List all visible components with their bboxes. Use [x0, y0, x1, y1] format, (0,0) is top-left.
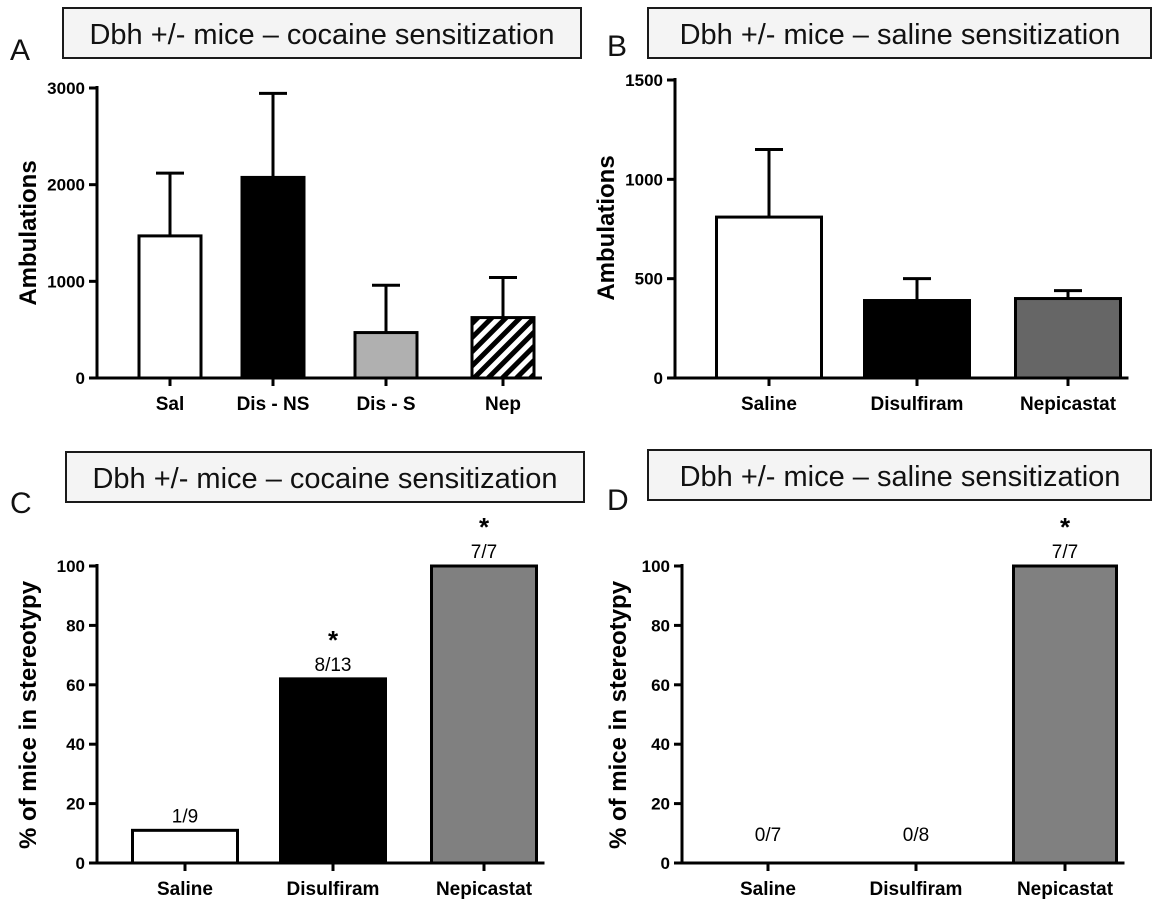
bar-count-label: 1/9 — [172, 806, 198, 827]
panel-c: C Dbh +/- mice – cocaine sensitization %… — [10, 451, 585, 900]
y-tick-label: 20 — [651, 795, 670, 814]
plot-d: 0 20 40 60 80 100 Saline 0/7 Disulfiram 0/8 Nepica… — [642, 512, 1125, 900]
panel-title-box-d — [647, 449, 1152, 501]
y-tick-label: 1500 — [625, 71, 663, 90]
panel-title-d: Dbh +/- mice – saline sensitization — [680, 461, 1121, 493]
y-axis-label-c: % of mice in stereotypy — [15, 580, 42, 849]
y-tick-label: 0 — [661, 854, 670, 873]
significance-marker: * — [479, 512, 490, 542]
x-tick-label: Nep — [485, 394, 521, 415]
panel-title-box-a — [62, 7, 582, 59]
y-tick-label: 40 — [651, 735, 670, 754]
bar-count-label: 8/13 — [315, 655, 352, 676]
panel-title-b: Dbh +/- mice – saline sensitization — [680, 19, 1121, 51]
panel-title-a: Dbh +/- mice – cocaine sensitization — [89, 19, 554, 51]
bar — [353, 331, 419, 380]
x-tick-label: Nepicastat — [436, 879, 533, 900]
x-tick-label: Dis - S — [356, 394, 415, 415]
bar — [279, 677, 387, 865]
bar — [715, 215, 823, 380]
panel-a: A Dbh +/- mice – cocaine sensitization A… — [10, 7, 582, 415]
bar — [240, 175, 306, 380]
bar-count-label: 7/7 — [1052, 542, 1078, 563]
panel-b: B Dbh +/- mice – saline sensitization Am… — [593, 7, 1152, 415]
bar — [1012, 564, 1118, 865]
y-axis-label-b: Ambulations — [593, 155, 620, 300]
y-tick-label: 0 — [654, 369, 663, 388]
x-tick-label: Disulfiram — [871, 394, 964, 415]
y-tick-label: 80 — [651, 616, 670, 635]
y-tick-label: 80 — [66, 616, 85, 635]
panel-title-c: Dbh +/- mice – cocaine sensitization — [92, 463, 557, 495]
x-tick-label: Saline — [157, 879, 213, 900]
panel-letter-c: C — [10, 487, 32, 520]
x-tick-label: Dis - NS — [237, 394, 310, 415]
bar-count-label: 0/7 — [755, 825, 781, 846]
significance-marker: * — [1060, 512, 1071, 542]
y-tick-label: 40 — [66, 735, 85, 754]
bar-count-label: 7/7 — [471, 542, 497, 563]
x-tick-label: Disulfiram — [287, 879, 380, 900]
x-tick-label: Saline — [741, 394, 797, 415]
y-tick-label: 60 — [66, 676, 85, 695]
panel-title-box-c — [65, 451, 585, 503]
x-tick-label: Saline — [740, 879, 796, 900]
panel-letter-b: B — [607, 30, 627, 63]
y-axis-label-d: % of mice in stereotypy — [605, 580, 632, 849]
x-tick-label: Sal — [156, 394, 185, 415]
y-tick-label: 0 — [76, 369, 85, 388]
panel-letter-a: A — [10, 34, 30, 67]
bar — [863, 299, 971, 380]
bar — [430, 564, 538, 865]
y-tick-label: 0 — [76, 854, 85, 873]
y-axis-label-a: Ambulations — [15, 160, 42, 305]
panel-letter-d: D — [607, 484, 629, 517]
bar — [470, 316, 536, 380]
panel-d: D Dbh +/- mice – saline sensitization % … — [605, 449, 1152, 900]
bar-count-label: 0/8 — [903, 825, 929, 846]
y-tick-label: 60 — [651, 676, 670, 695]
y-tick-label: 1000 — [625, 170, 663, 189]
plot-b: 0 500 1000 1500 Saline Disulfiram Nepicastat — [625, 71, 1129, 415]
x-tick-label: Nepicastat — [1017, 879, 1114, 900]
y-tick-label: 100 — [57, 557, 85, 576]
y-tick-label: 2000 — [47, 176, 85, 195]
y-tick-label: 500 — [635, 270, 663, 289]
plot-a: 0 1000 2000 3000 Sal Dis - NS Dis - S Nep — [47, 79, 542, 415]
bar — [131, 828, 239, 865]
significance-marker: * — [328, 625, 339, 655]
panel-title-box-b — [647, 7, 1152, 59]
x-tick-label: Disulfiram — [870, 879, 963, 900]
y-tick-label: 1000 — [47, 272, 85, 291]
y-tick-label: 20 — [66, 795, 85, 814]
bar — [1014, 297, 1122, 380]
bar — [137, 234, 203, 380]
plot-c: 020406080100Saline1/9Disulfiram8/13*Nepi… — [57, 512, 545, 900]
y-tick-label: 100 — [642, 557, 670, 576]
y-tick-label: 3000 — [47, 79, 85, 98]
x-tick-label: Nepicastat — [1020, 394, 1117, 415]
